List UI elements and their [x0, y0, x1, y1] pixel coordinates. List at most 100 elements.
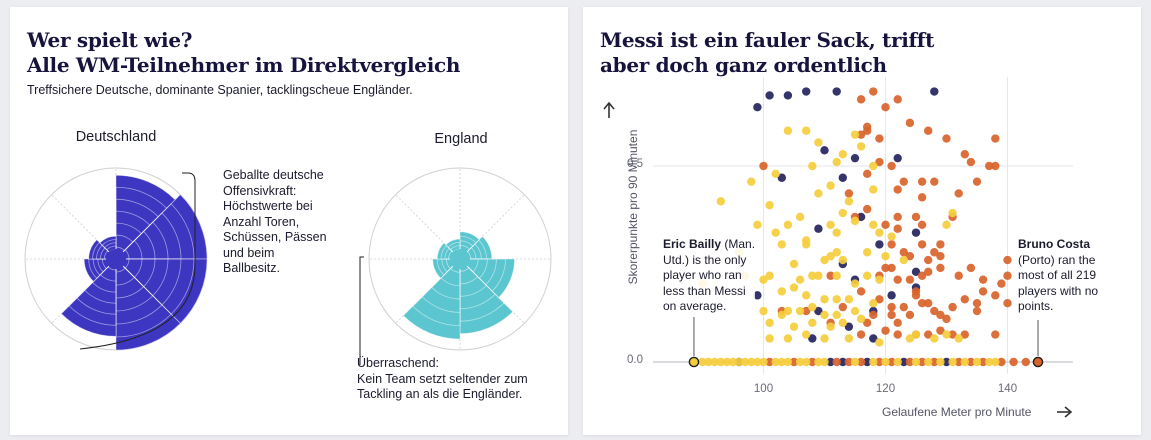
- scatter-point-orange: [887, 302, 896, 312]
- radar-wedge: [412, 258, 461, 327]
- radar-spoke: [51, 194, 117, 260]
- scatter-point-orange: [893, 212, 902, 222]
- scatter-point-orange: [899, 302, 908, 312]
- callout-bailly-line-2: Utd.) is the only: [663, 252, 747, 267]
- radar-center-dot: [450, 249, 470, 269]
- scatter-point-orange: [1003, 271, 1012, 280]
- callout-costa-line-1: (Porto) ran the: [1018, 252, 1096, 267]
- scatter-point-orange: [911, 287, 921, 296]
- scatter-point-orange: [1003, 255, 1012, 265]
- scatter-point-yellow: [759, 357, 768, 367]
- scatter-point-orange: [905, 310, 915, 320]
- scatter-point-yellow: [954, 334, 963, 343]
- scatter-point-yellow: [704, 357, 713, 367]
- scatter-point-yellow: [930, 334, 939, 343]
- scatter-point-navy: [942, 357, 951, 367]
- scatter-point-yellow: [802, 291, 811, 300]
- scatter-point-yellow: [911, 330, 921, 339]
- right-title: Messi ist ein fauler Sack, trifft aber d…: [600, 28, 934, 78]
- radar-wedge: [115, 203, 195, 260]
- england-annotation-line: [359, 256, 364, 365]
- highlighted-point: [688, 356, 700, 368]
- scatter-point-yellow: [826, 322, 835, 331]
- highlighted-point: [1032, 356, 1044, 368]
- scatter-point-navy: [802, 87, 811, 96]
- england-radar: [368, 167, 552, 351]
- scatter-point-orange: [893, 275, 902, 284]
- scatter-point-yellow: [808, 161, 817, 171]
- scatter-point-yellow: [850, 306, 860, 316]
- scatter-point-yellow: [832, 248, 841, 257]
- scatter-point-orange: [911, 212, 921, 222]
- scatter-point-orange: [887, 263, 896, 273]
- england-label: England: [434, 131, 488, 147]
- scatter-point-yellow: [795, 306, 805, 316]
- scatter-point-navy: [765, 91, 774, 100]
- scatter-point-yellow: [808, 271, 817, 280]
- scatter-point-yellow: [808, 318, 817, 327]
- scatter-point-yellow: [753, 220, 762, 229]
- scatter-point-orange: [826, 271, 835, 280]
- scatter-point-orange: [991, 161, 1000, 171]
- scatter-point-orange: [997, 357, 1006, 367]
- left-title-line1: Wer spielt wie?: [27, 28, 193, 52]
- scatter-point-navy: [826, 357, 835, 367]
- scatter-point-yellow: [832, 228, 841, 237]
- scatter-point-orange: [936, 310, 945, 320]
- scatter-point-yellow: [869, 161, 878, 171]
- scatter-point-orange: [966, 357, 976, 367]
- scatter-point-yellow: [887, 232, 896, 241]
- germany-label: Deutschland: [75, 129, 157, 145]
- scatter-point-yellow: [802, 126, 811, 135]
- scatter-point-yellow: [875, 338, 884, 347]
- scatter-point-yellow: [747, 177, 756, 186]
- scatter-point-orange: [966, 157, 976, 167]
- scatter-point-yellow: [850, 130, 860, 139]
- germany-annotation-line-7: Ballbesitz.: [223, 261, 280, 275]
- scatter-point-yellow: [765, 334, 774, 343]
- scatter-point-orange: [863, 318, 872, 327]
- scatter-point-orange: [991, 291, 1000, 300]
- callout-bailly: Eric Bailly (Man. Utd.) is the only play…: [663, 237, 756, 315]
- scatter-point-yellow: [759, 306, 768, 316]
- callout-costa: Bruno Costa (Porto) ran the most of all …: [1018, 237, 1099, 315]
- scatter-point-yellow: [881, 251, 890, 261]
- radar-wedge: [115, 258, 181, 351]
- scatter-point-yellow: [863, 248, 872, 257]
- scatter-point-orange: [887, 240, 896, 249]
- scatter-point-yellow: [777, 287, 786, 296]
- callout-bailly-name: Eric Bailly: [663, 237, 722, 251]
- scatter-point-orange: [917, 299, 927, 308]
- scatter-point-orange: [960, 150, 969, 159]
- england-annotation-line-2: Kein Team setzt seltender zum: [357, 371, 528, 386]
- y-axis-title: Skorerpunkte pro 90 Minuten: [626, 129, 640, 285]
- scatter-point-orange: [930, 248, 939, 257]
- scatter-point-yellow: [832, 271, 841, 280]
- scatter-point-yellow: [759, 275, 768, 284]
- scatter-point-orange: [844, 357, 854, 367]
- scatter-point-yellow: [728, 357, 738, 367]
- scatter-point-orange: [966, 263, 976, 273]
- scatter-point-orange: [978, 287, 988, 296]
- scatter-point-yellow: [850, 216, 860, 226]
- scatter-point-yellow: [826, 220, 835, 229]
- scatter-point-orange: [942, 314, 951, 324]
- scatter-point-orange: [917, 240, 927, 249]
- scatter-point-yellow: [942, 330, 951, 339]
- scatter-point-orange: [905, 275, 915, 284]
- scatter-point-navy: [783, 91, 793, 100]
- scatter-point-navy: [777, 173, 786, 182]
- scatter-point-orange: [887, 310, 896, 320]
- scatter-point-orange: [893, 224, 902, 233]
- scatter-point-yellow: [789, 283, 799, 292]
- scatter-point-orange: [875, 295, 884, 304]
- scatter-point-navy: [832, 87, 841, 96]
- scatter-point-orange: [972, 177, 982, 186]
- callout-costa-line-4: points.: [1018, 299, 1054, 313]
- scatter-point-orange: [905, 357, 915, 367]
- scatter-point-yellow: [765, 318, 774, 327]
- scatter-point-orange: [863, 169, 872, 179]
- scatter-point-yellow: [789, 259, 799, 269]
- scatter-point-yellow: [838, 318, 847, 327]
- scatter-point-orange: [954, 271, 963, 280]
